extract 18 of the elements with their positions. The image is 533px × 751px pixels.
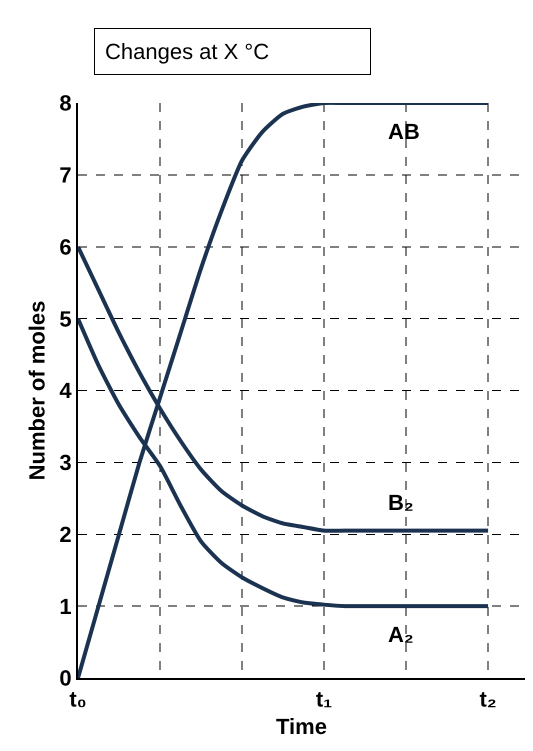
y-tick-label: 6: [59, 234, 72, 260]
x-axis-title: Time: [276, 714, 327, 739]
y-tick-label: 8: [59, 90, 72, 116]
y-tick-label: 1: [59, 594, 72, 619]
x-tick-label: t₁: [316, 686, 332, 712]
y-tick-label: 4: [59, 378, 72, 404]
y-tick-label: 7: [59, 162, 72, 188]
series-label: AB: [388, 119, 420, 144]
series-label: B₂: [388, 490, 414, 515]
x-tick-label: t₂: [480, 686, 497, 712]
y-tick-label: 3: [59, 450, 72, 476]
y-tick-label: 2: [59, 522, 72, 547]
y-axis-title: Number of moles: [24, 300, 50, 480]
y-tick-label: 5: [59, 306, 72, 332]
chart-title: Changes at X °C: [105, 39, 270, 64]
x-tick-label: t₀: [69, 686, 87, 712]
y-tick-label: 0: [59, 666, 72, 691]
series-label: A₂: [388, 622, 414, 647]
